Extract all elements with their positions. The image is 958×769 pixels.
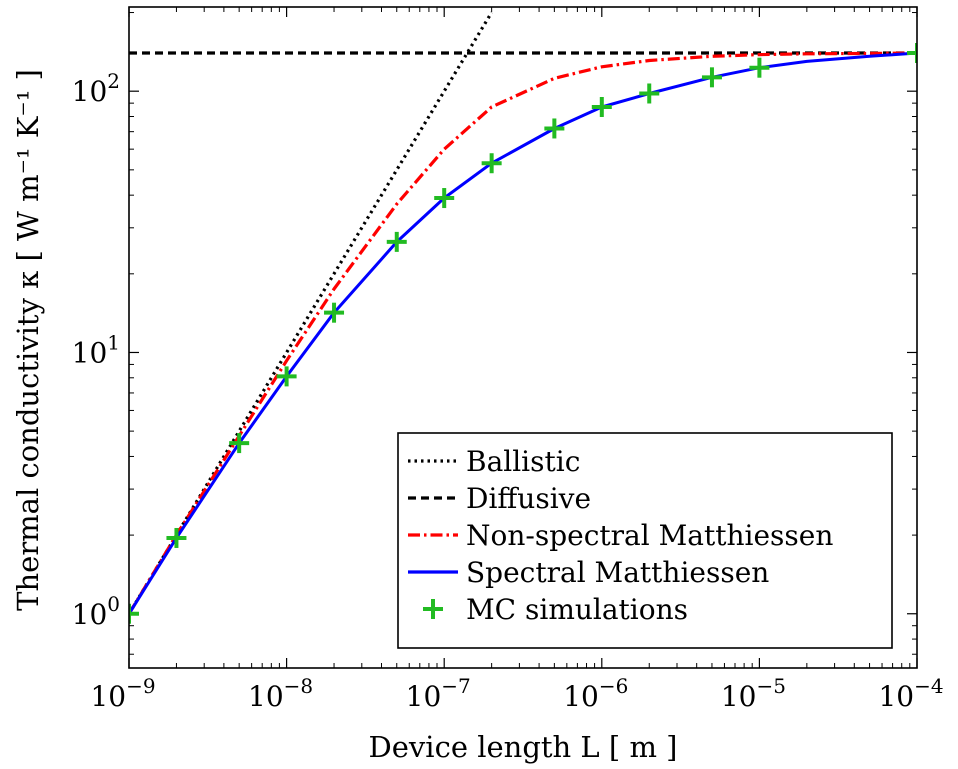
y-tick-labels: 100 101 102: [72, 69, 120, 631]
ballistic-line: [129, 11, 493, 615]
legend-label: Ballistic: [466, 445, 580, 478]
legend-box: [397, 432, 893, 649]
series-lines: [129, 11, 917, 624]
non-spectral-matthiessen-line: [129, 51, 917, 615]
tick-marks: [128, 7, 918, 668]
legend: Ballistic Diffusive Non-spectral Matthiess…: [397, 432, 893, 649]
legend-label: Diffusive: [466, 482, 591, 515]
x-tick-label: 10−8: [248, 674, 313, 713]
mc-simulations-markers: [129, 43, 917, 624]
legend-item-non-spectral-matthiessen: Non-spectral Matthiessen: [408, 519, 833, 552]
legend-item-diffusive: Diffusive: [408, 482, 591, 515]
plot-frame: [128, 6, 918, 669]
y-tick-label: 102: [72, 69, 120, 108]
legend-item-spectral-matthiessen: Spectral Matthiessen: [408, 556, 769, 589]
x-tick-label: 10−7: [406, 674, 471, 713]
y-tick-label: 101: [72, 330, 120, 369]
legend-item-ballistic: Ballistic: [408, 445, 580, 478]
legend-label: Spectral Matthiessen: [466, 556, 769, 589]
spectral-matthiessen-line: [129, 51, 917, 615]
x-tick-label: 10−4: [878, 674, 943, 713]
y-tick-label: 100: [72, 592, 120, 631]
legend-label: Non-spectral Matthiessen: [466, 519, 833, 552]
x-tick-label: 10−6: [563, 674, 628, 713]
x-axis-label: Device length L [ m ]: [369, 730, 678, 764]
legend-item-mc-simulations: MC simulations: [423, 593, 688, 626]
x-tick-label: 10−9: [90, 674, 155, 713]
y-axis-label: Thermal conductivity κ [ W m⁻¹ K⁻¹ ]: [11, 69, 45, 611]
x-tick-labels: 10−9 10−8 10−7 10−6 10−5 10−4: [90, 674, 943, 713]
legend-label: MC simulations: [466, 593, 688, 626]
x-tick-label: 10−5: [721, 674, 786, 713]
